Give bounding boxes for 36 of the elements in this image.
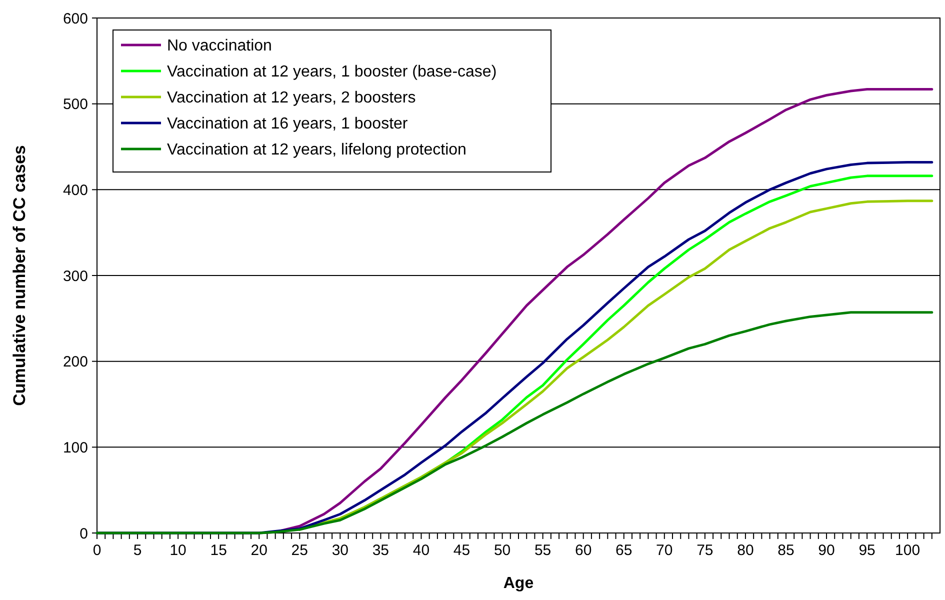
legend-label: Vaccination at 16 years, 1 booster — [167, 116, 408, 133]
x-tick-label: 80 — [737, 542, 754, 559]
x-tick-label: 60 — [575, 542, 592, 559]
x-tick-label: 5 — [133, 542, 142, 559]
y-tick-label: 0 — [80, 525, 88, 542]
x-tick-label: 65 — [616, 542, 632, 559]
legend-label: No vaccination — [167, 38, 272, 55]
y-tick-label: 600 — [62, 10, 88, 28]
x-tick-label: 55 — [534, 542, 552, 559]
x-tick-label: 70 — [656, 542, 673, 559]
x-tick-label: 35 — [372, 542, 390, 559]
y-tick-label: 100 — [62, 439, 88, 456]
x-tick-label: 50 — [494, 542, 511, 559]
line-series — [96, 311, 934, 534]
legend-label: Vaccination at 12 years, 2 boosters — [167, 90, 416, 107]
x-tick-label: 0 — [92, 542, 102, 559]
x-tick-label: 20 — [250, 542, 268, 559]
x-tick-label: 90 — [818, 542, 835, 559]
x-tick-label: 15 — [210, 542, 227, 559]
y-tick-label: 400 — [62, 182, 88, 199]
x-tick-label: 25 — [291, 542, 308, 559]
x-tick-label: 30 — [332, 542, 349, 559]
x-tick-label: 100 — [895, 542, 920, 559]
legend-label: Vaccination at 12 years, lifelong protection — [167, 142, 466, 159]
x-tick-label: 40 — [412, 542, 430, 559]
y-axis-title: Cumulative number of CC cases — [10, 145, 29, 406]
y-tick-label: 300 — [62, 268, 88, 285]
legend-label: Vaccination at 12 years, 1 booster (base-case) — [167, 64, 497, 81]
y-tick-label: 200 — [62, 354, 88, 371]
x-tick-label: 10 — [170, 542, 186, 559]
x-tick-label: 45 — [453, 542, 470, 559]
x-tick-label: 75 — [696, 542, 714, 559]
x-tick-label: 95 — [858, 542, 876, 559]
x-axis-title: Age — [503, 575, 534, 592]
y-tick-label: 500 — [62, 96, 88, 114]
x-tick-label: 85 — [778, 542, 794, 559]
